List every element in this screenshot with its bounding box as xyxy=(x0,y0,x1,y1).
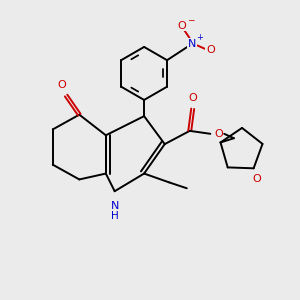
Text: O: O xyxy=(188,94,197,103)
Text: O: O xyxy=(252,175,261,184)
Text: H: H xyxy=(111,211,119,221)
Text: O: O xyxy=(57,80,66,90)
Text: N: N xyxy=(188,39,196,49)
Text: +: + xyxy=(196,33,203,42)
Text: O: O xyxy=(214,129,223,139)
Text: −: − xyxy=(188,15,195,24)
Text: O: O xyxy=(206,46,215,56)
Text: O: O xyxy=(177,21,186,31)
Text: N: N xyxy=(110,201,119,211)
